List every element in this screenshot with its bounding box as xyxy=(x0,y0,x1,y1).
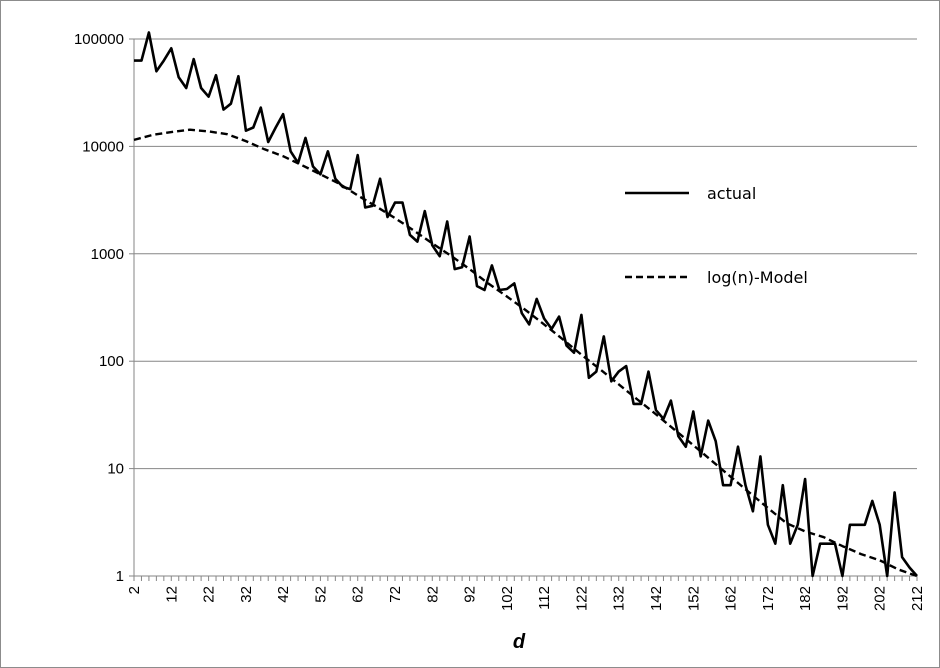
x-tick-label: 42 xyxy=(275,586,292,603)
legend: actual log(n)-Model xyxy=(625,184,808,287)
series-line-model xyxy=(133,128,918,578)
x-axis-title: d xyxy=(513,631,526,653)
x-tick-label: 22 xyxy=(201,586,218,603)
x-tick-label: 62 xyxy=(350,586,367,603)
y-tick-label: 1 xyxy=(116,568,124,585)
gridlines xyxy=(134,38,917,470)
y-tick-label: 100 xyxy=(99,353,124,370)
x-tick-label: 12 xyxy=(163,586,180,603)
series-lines xyxy=(133,31,918,578)
x-tick-label: 32 xyxy=(238,586,255,603)
x-tick-label: 152 xyxy=(685,586,702,611)
legend-label-model: log(n)-Model xyxy=(707,268,808,287)
legend-label-actual: actual xyxy=(707,184,756,203)
y-tick-label: 10000 xyxy=(82,138,124,155)
x-tick-label: 82 xyxy=(424,586,441,603)
x-tick-label: 52 xyxy=(312,586,329,603)
x-tick-label: 132 xyxy=(611,586,628,611)
x-tick-label: 2 xyxy=(126,586,143,594)
series-line-actual xyxy=(134,31,918,578)
x-tick-label: 192 xyxy=(834,586,851,611)
x-tick-label: 202 xyxy=(872,586,889,611)
y-tick-label: 1000 xyxy=(91,246,124,263)
y-tick-label: 100000 xyxy=(74,31,124,48)
x-tick-label: 102 xyxy=(499,586,516,611)
x-tick-label: 92 xyxy=(462,586,479,603)
x-tick-label: 112 xyxy=(536,586,553,610)
x-tick-label: 122 xyxy=(573,586,590,611)
x-tick-label: 162 xyxy=(723,586,740,611)
x-tick-label: 172 xyxy=(760,586,777,611)
x-tick-label: 142 xyxy=(648,586,665,611)
x-tick-label: 182 xyxy=(797,586,814,611)
x-tick-label: 72 xyxy=(387,586,404,603)
x-tick-label: 212 xyxy=(909,586,926,611)
y-tick-label: 10 xyxy=(107,461,124,478)
